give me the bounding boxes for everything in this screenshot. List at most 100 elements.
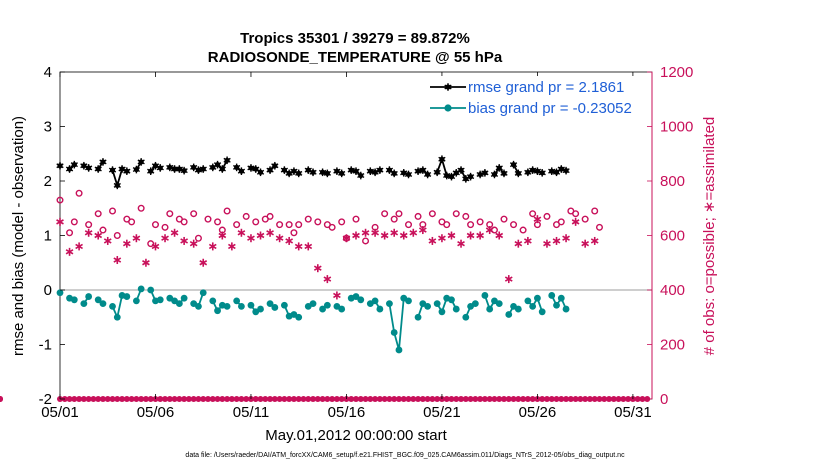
obs-possible-point: [338, 218, 346, 226]
obs-assimilated-point-stroke: [113, 257, 122, 263]
bottom-obs-point: [310, 396, 317, 402]
rmse-point-star: [509, 160, 518, 169]
obs-assimilated-point-stroke: [103, 238, 112, 244]
obs-assimilated-point: [228, 242, 236, 251]
obs-assimilated-point: [237, 228, 246, 237]
rmse-point-star-stroke: [108, 167, 117, 173]
rmse-point-star-stroke: [209, 164, 217, 170]
rmse-point-star: [562, 166, 570, 175]
bottom-obs-point: [99, 396, 106, 402]
obs-assimilated-point-stroke: [352, 232, 360, 239]
bottom-obs-point: [429, 396, 436, 402]
y2-tick-label: 0: [660, 391, 668, 408]
rmse-point-star-stroke: [65, 166, 74, 172]
obs-assimilated-point-stroke: [485, 227, 494, 233]
y-tick-label: 4: [44, 64, 52, 81]
rmse-point-star-stroke: [323, 170, 331, 176]
bottom-obs-point: [481, 396, 488, 402]
bottom-obs-point: [176, 396, 183, 402]
y2-tick-label: 400: [660, 282, 685, 299]
bottom-obs-point: [419, 396, 426, 402]
data-file-footnote: data file: /Users/raeder/DAI/ATM_forcXX/…: [185, 452, 625, 459]
rmse-point-star: [457, 166, 465, 174]
obs-possible-point: [328, 223, 336, 231]
legend-box: [425, 76, 647, 118]
obs-possible-point: [180, 218, 188, 226]
bias-point: [85, 293, 93, 300]
rmse-point-star-stroke: [271, 163, 279, 169]
bottom-obs-point: [615, 396, 622, 402]
rmse-point-star-stroke: [466, 174, 475, 180]
bottom-obs-point: [257, 396, 264, 402]
obs-assimilated-point-stroke: [495, 232, 504, 239]
bottom-obs-point: [286, 396, 293, 402]
obs-assimilated-point-stroke: [294, 243, 303, 250]
bias-point: [529, 302, 537, 310]
bottom-obs-point: [443, 396, 450, 402]
rmse-point-star: [338, 169, 346, 178]
obs-possible-point: [128, 218, 136, 226]
bottom-obs-point: [76, 396, 83, 402]
bottom-obs-point: [453, 396, 460, 402]
bottom-obs-point: [477, 396, 484, 402]
bottom-obs-point: [458, 396, 465, 402]
bottom-obs-point: [577, 396, 584, 402]
x-axis-label: May.01,2012 00:00:00 start: [265, 427, 447, 444]
rmse-point-star-stroke: [447, 174, 456, 180]
y-axis-label: rmse and bias (model - observation): [10, 116, 27, 356]
obs-assimilated-point: [247, 234, 255, 243]
bottom-obs-point: [386, 396, 393, 402]
obs-possible-point: [543, 212, 551, 220]
obs-assimilated-point: [180, 236, 188, 245]
bottom-obs-point: [434, 396, 441, 402]
obs-assimilated-point: [457, 239, 465, 248]
rmse-point-star-stroke: [562, 168, 570, 174]
bottom-obs-point: [572, 396, 579, 402]
bottom-obs-point: [405, 396, 412, 402]
bottom-obs-point: [563, 396, 570, 402]
bottom-obs-point: [228, 396, 235, 402]
obs-assimilated-point: [208, 242, 217, 251]
obs-possible-point: [405, 221, 413, 229]
obs-assimilated-point-stroke: [562, 235, 570, 241]
obs-assimilated-point: [161, 234, 169, 243]
obs-possible-point: [204, 215, 212, 223]
rmse-point-star: [156, 164, 164, 172]
bottom-obs-point: [524, 396, 531, 402]
bias-point: [280, 301, 288, 309]
bias-point: [338, 305, 346, 313]
rmse-point-star-stroke: [552, 169, 561, 175]
bottom-obs-point: [515, 396, 522, 402]
obs-assimilated-point: [218, 231, 227, 240]
rmse-point-star-stroke: [390, 170, 398, 176]
bias-point: [257, 305, 264, 313]
obs-assimilated-point-stroke: [247, 235, 255, 241]
bottom-obs-point: [104, 396, 111, 402]
bottom-obs-point: [510, 396, 517, 402]
obs-assimilated-point: [399, 231, 408, 240]
rmse-point-star-stroke: [414, 168, 422, 174]
bottom-obs-point: [114, 396, 121, 402]
rmse-point-star-stroke: [538, 170, 546, 176]
rmse-point-star: [490, 170, 499, 179]
obs-possible-point: [166, 210, 174, 218]
y2-tick-label: 1000: [660, 119, 693, 136]
bias-point: [395, 346, 403, 354]
bottom-obs-point: [0, 396, 3, 402]
obs-assimilated-point-stroke: [65, 249, 74, 255]
y-tick-label: 2: [44, 173, 52, 190]
bottom-obs-point: [271, 396, 278, 402]
rmse-point-star-stroke: [357, 173, 365, 179]
obs-assimilated-point-stroke: [457, 240, 465, 247]
obs-assimilated-point-stroke: [189, 240, 198, 247]
rmse-point-star-stroke: [404, 171, 413, 177]
rmse-point-star: [404, 170, 413, 179]
obs-possible-point: [99, 226, 107, 234]
rmse-point-star-stroke: [490, 171, 499, 177]
rmse-point-star-stroke: [462, 176, 470, 182]
rmse-point-star: [352, 167, 360, 175]
obs-assimilated-point: [380, 231, 389, 240]
rmse-point-star-stroke: [481, 170, 489, 176]
bottom-obs-point: [290, 396, 297, 402]
obs-assimilated-point: [285, 236, 294, 245]
